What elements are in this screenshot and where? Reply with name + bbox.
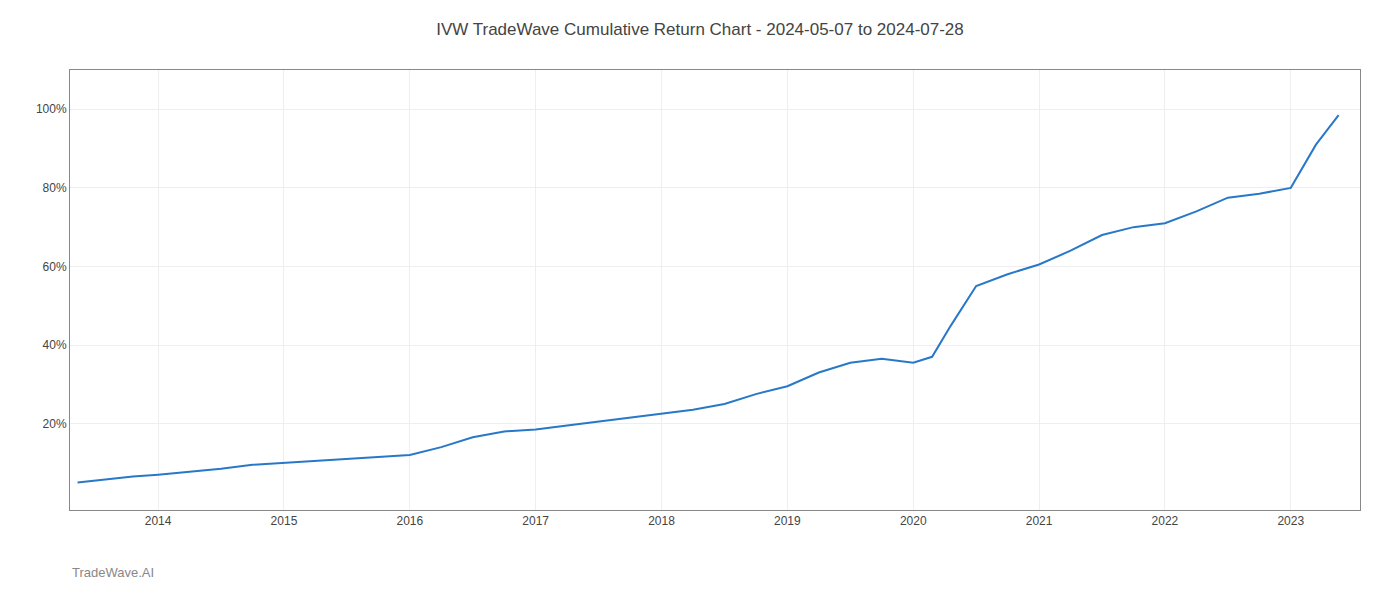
svg-text:80%: 80%: [43, 181, 67, 195]
svg-text:40%: 40%: [43, 338, 67, 352]
svg-text:2022: 2022: [1152, 514, 1179, 528]
svg-text:2017: 2017: [522, 514, 549, 528]
svg-text:20%: 20%: [43, 417, 67, 431]
svg-text:2019: 2019: [774, 514, 801, 528]
svg-text:2021: 2021: [1026, 514, 1053, 528]
svg-text:2014: 2014: [145, 514, 172, 528]
svg-text:2015: 2015: [271, 514, 298, 528]
svg-text:2020: 2020: [900, 514, 927, 528]
svg-text:2016: 2016: [396, 514, 423, 528]
svg-text:2023: 2023: [1277, 514, 1304, 528]
svg-text:100%: 100%: [36, 102, 67, 116]
svg-text:IVW TradeWave Cumulative Retur: IVW TradeWave Cumulative Return Chart - …: [436, 20, 964, 39]
svg-text:TradeWave.AI: TradeWave.AI: [72, 565, 154, 580]
svg-text:2018: 2018: [648, 514, 675, 528]
svg-text:60%: 60%: [43, 260, 67, 274]
